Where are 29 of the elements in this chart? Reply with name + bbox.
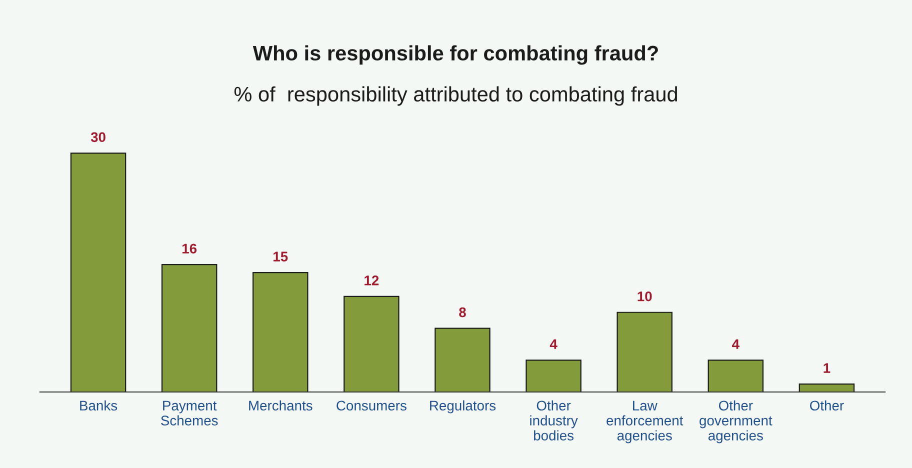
x-tick-label: Law enforcement agencies bbox=[606, 400, 684, 444]
chart-subtitle: % of responsibility attributed to combating fraud bbox=[234, 86, 678, 106]
data-label: 30 bbox=[90, 132, 106, 142]
chart-title: Who is responsible for combating fraud? bbox=[252, 45, 658, 65]
bar bbox=[526, 360, 582, 392]
x-tick-label: Banks bbox=[80, 400, 118, 411]
bar bbox=[344, 296, 400, 392]
data-label: 12 bbox=[364, 276, 379, 286]
data-label: 4 bbox=[732, 339, 740, 349]
bar bbox=[70, 152, 126, 392]
bar bbox=[252, 272, 308, 392]
data-label: 15 bbox=[274, 252, 288, 262]
data-label: 16 bbox=[182, 244, 197, 254]
bar bbox=[798, 383, 855, 392]
x-tick-label: Payment Schemes bbox=[161, 400, 218, 426]
x-tick-label: Other industry bodies bbox=[530, 400, 578, 440]
bar bbox=[616, 312, 672, 392]
x-tick-label: Other bbox=[810, 400, 844, 411]
data-label: 1 bbox=[824, 363, 830, 373]
data-label: 8 bbox=[459, 307, 466, 318]
x-tick-label: Other government agencies bbox=[700, 400, 772, 444]
x-tick-label: Consumers bbox=[336, 400, 406, 411]
bar bbox=[161, 264, 218, 392]
x-tick-label: Merchants bbox=[249, 400, 312, 411]
bar bbox=[434, 328, 490, 392]
bar bbox=[708, 360, 764, 392]
x-tick-label: Regulators bbox=[430, 400, 496, 414]
data-label: 10 bbox=[638, 291, 652, 302]
data-label: 4 bbox=[550, 339, 558, 349]
